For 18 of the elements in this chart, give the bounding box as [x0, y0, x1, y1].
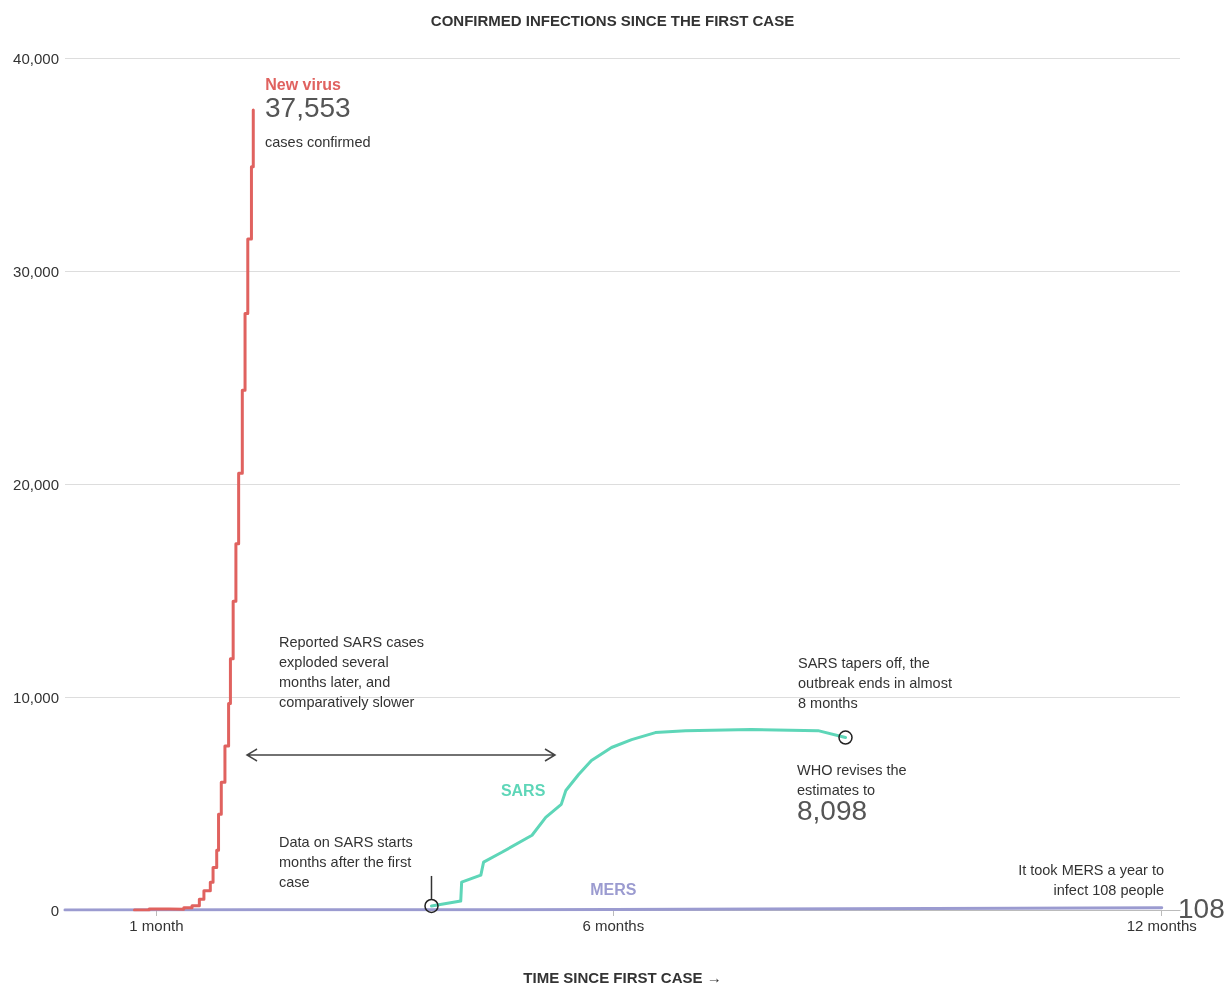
x-axis-title: TIME SINCE FIRST CASE →	[523, 969, 722, 986]
y-tick-label: 20,000	[13, 475, 59, 493]
annotation: It took MERS a year to infect 108 people	[1018, 862, 1164, 898]
y-tick-label: 40,000	[13, 49, 59, 67]
annotation: cases confirmed	[265, 134, 371, 150]
y-tick-label: 30,000	[13, 262, 59, 280]
x-tick-label: 6 months	[582, 917, 645, 934]
annotation: Data on SARS starts months after the first case	[279, 834, 413, 890]
series-label: SARS	[500, 782, 546, 800]
y-tick-label: 0	[50, 901, 59, 919]
annotation: SARS tapers off, the outbreak ends in almost 8 months	[798, 655, 952, 711]
annotation: Reported SARS cases exploded several months later, and comparatively slower	[279, 634, 425, 710]
chart-title: CONFIRMED INFECTIONS SINCE THE FIRST CASE	[430, 12, 795, 29]
series-label: MERS	[590, 880, 637, 898]
x-tick-label: 1 month	[129, 917, 184, 934]
annotation: 37,553	[265, 91, 351, 123]
y-tick-label: 10,000	[13, 688, 59, 706]
series-label: New virus	[265, 75, 341, 93]
